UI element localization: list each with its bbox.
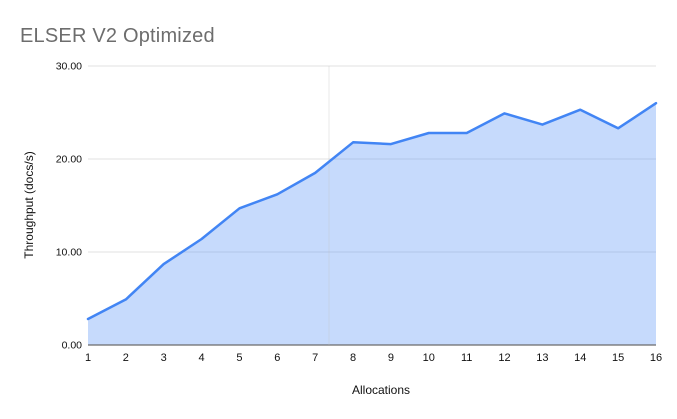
y-tick-label: 30.00 — [56, 61, 82, 73]
y-axis-title: Throughput (docs/s) — [22, 151, 36, 259]
x-tick-label: 2 — [123, 352, 129, 364]
area-series-fill — [88, 103, 656, 345]
x-tick-label: 12 — [498, 352, 510, 364]
x-tick-label: 6 — [274, 352, 280, 364]
x-tick-label: 10 — [423, 352, 435, 364]
x-tick-label: 15 — [612, 352, 624, 364]
x-tick-label: 16 — [650, 352, 662, 364]
x-tick-label: 11 — [461, 352, 472, 364]
y-tick-label: 0.00 — [62, 340, 83, 352]
x-tick-label: 4 — [199, 352, 205, 364]
chart-title: ELSER V2 Optimized — [20, 25, 215, 47]
x-tick-label: 5 — [236, 352, 242, 364]
y-tick-label: 10.00 — [56, 247, 82, 259]
x-tick-label: 14 — [574, 352, 586, 364]
x-tick-label: 8 — [350, 352, 356, 364]
x-tick-label: 9 — [388, 352, 394, 364]
x-axis-title: Allocations — [351, 383, 411, 397]
x-tick-label: 7 — [312, 352, 318, 364]
x-tick-label: 13 — [536, 352, 548, 364]
x-tick-label: 3 — [161, 352, 167, 364]
area-series-line — [86, 101, 658, 321]
x-tick-label: 1 — [85, 352, 91, 364]
y-tick-label: 20.00 — [56, 154, 82, 166]
